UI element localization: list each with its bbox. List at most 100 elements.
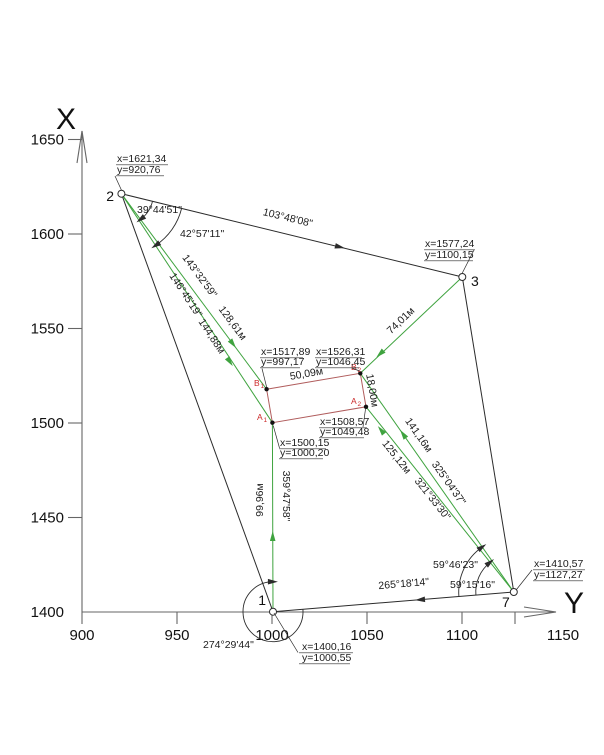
station-1-x-value: x=1400,16 [302, 641, 351, 653]
leader-station-7 [516, 569, 533, 590]
station-3-id: 3 [471, 273, 479, 289]
station-3-marker [458, 273, 467, 281]
point-a2-marker [363, 404, 369, 409]
point-b2-marker [358, 371, 363, 376]
arrow-arc-7-outer [476, 544, 487, 553]
arrow-arc-2-outer [151, 240, 162, 249]
angle-label-2-outer: 42°57'11" [180, 228, 224, 240]
station-7-id: 7 [502, 594, 510, 610]
point-a1-marker [270, 420, 275, 425]
distance-label-1-a1: 99,96м [254, 483, 266, 517]
leader-point-b2 [351, 367, 360, 372]
x-tick-label-1600: 1600 [31, 226, 64, 243]
x-axis-letter: X [56, 103, 76, 136]
y-axis-letter: Y [564, 587, 584, 620]
x-tick-label-1500: 1500 [31, 415, 64, 432]
y-tick-label-1000: 1000 [255, 627, 288, 644]
point-a2-x-value: x=1508,57 [320, 416, 369, 428]
station-2-id: 2 [106, 188, 114, 204]
leader-station-3 [461, 249, 475, 274]
arrow-az-7-1 [415, 596, 426, 603]
point-b1-y-value: y=997,17 [261, 356, 305, 368]
ray-7-a2 [365, 406, 515, 593]
station-7-x-value: x=1410,57 [534, 558, 583, 570]
distance-label-7-a2: 125,12м [379, 438, 413, 476]
bearing-label-1-a1: 359°47'58" [280, 471, 292, 522]
distance-label-b1-b2: 50,09м [289, 365, 324, 382]
point-a1-id-sub: 1 [264, 417, 268, 424]
azimuth-label-2-3: 103°48'08" [262, 206, 314, 230]
distance-label-7-b2: 141,16м [402, 416, 434, 455]
arrow-arc-2-inner [136, 214, 147, 223]
coord-label-point-a2: x=1508,57 y=1049,48 [319, 408, 369, 439]
leader-point-a2 [362, 408, 366, 428]
line-3-7 [461, 276, 515, 593]
coord-label-station-3: x=1577,24 y=1100,15 [424, 238, 475, 274]
point-a1-x-value: x=1500,15 [280, 437, 329, 449]
station-1-y-value: y=1000,55 [302, 652, 351, 664]
ray-3-b2 [359, 276, 463, 374]
station-2-y-value: y=920,76 [117, 164, 161, 176]
ray-2-b1 [120, 193, 268, 390]
point-b1-id-sub: 1 [261, 383, 265, 390]
station-2-marker [117, 189, 126, 198]
coord-label-station-1: x=1400,16 y=1000,55 [273, 612, 353, 665]
arrow-ray-1-a1 [269, 531, 276, 541]
station-1-id: 1 [258, 592, 266, 608]
angle-label-7-outer: 59°46'23" [433, 559, 478, 571]
y-tick-label-1150: 1150 [547, 627, 579, 644]
x-tick-label-1400: 1400 [31, 604, 64, 621]
point-a2-id: A [351, 396, 357, 406]
line-7-1 [272, 591, 514, 613]
ray-2-a1 [120, 193, 273, 423]
leader-point-a1 [272, 425, 280, 449]
arrow-ray-2-b1 [227, 338, 236, 349]
point-b2-x-value: x=1526,31 [316, 346, 365, 358]
station-3-y-value: y=1100,15 [425, 249, 474, 261]
station-7-y-value: y=1127,27 [534, 569, 583, 581]
ray-1-a1 [271, 422, 274, 612]
arrow-arc-7-inner [484, 559, 495, 568]
point-a2-y-value: y=1049,48 [320, 426, 369, 438]
coord-label-point-b1: x=1517,89 y=997,17 [260, 346, 310, 388]
x-axis: X 1650 1600 1550 1500 1450 1400 [31, 103, 88, 621]
ray-7-b2 [359, 373, 515, 593]
point-b2-id: B [351, 362, 357, 372]
azimuth-label-7-1: 265°18'14" [378, 576, 430, 592]
coord-label-station-7: x=1410,57 y=1127,27 [516, 558, 585, 590]
leader-station-1 [273, 612, 299, 653]
leader-station-2 [114, 175, 122, 191]
station-1-marker [269, 607, 277, 616]
x-tick-label-1450: 1450 [31, 510, 64, 527]
x-tick-label-1550: 1550 [31, 321, 64, 338]
point-a1-id: A [257, 412, 263, 422]
distance-label-2-b1: 128,61м [216, 304, 249, 343]
point-b1-marker [264, 387, 269, 392]
point-b1-x-value: x=1517,89 [261, 346, 310, 358]
y-axis: Y 900 950 1000 1050 1100 1150 [69, 587, 584, 644]
leader-point-b1 [261, 368, 267, 388]
y-tick-label-950: 950 [164, 627, 189, 644]
angle-label-1: 274°29'44" [203, 639, 254, 651]
arrow-az-2-3 [334, 243, 345, 249]
station-2-x-value: x=1621,34 [117, 153, 166, 165]
arrow-ray-7-b2 [400, 429, 409, 440]
line-2-1 [120, 193, 274, 612]
station-7-marker [509, 588, 518, 596]
angle-arc-7-outer [458, 546, 483, 597]
distance-label-3-b2: 74,01м [385, 305, 418, 337]
angle-label-2-inner: 39°44'51" [137, 204, 182, 216]
y-tick-label-1100: 1100 [446, 627, 478, 644]
arrow-arc-1 [267, 578, 278, 585]
arrow-ray-7-a2 [377, 426, 387, 436]
y-axis-arrow [523, 606, 557, 618]
angle-arc-1-full [242, 581, 304, 643]
arrow-ray-2-a1 [224, 356, 233, 367]
point-b1-id: B [254, 378, 260, 388]
line-2-3 [121, 193, 463, 278]
station-3-x-value: x=1577,24 [425, 238, 474, 250]
distance-label-2-a1: 144,88м [196, 317, 228, 356]
angle-label-7-inner: 59°15'16" [450, 579, 495, 591]
